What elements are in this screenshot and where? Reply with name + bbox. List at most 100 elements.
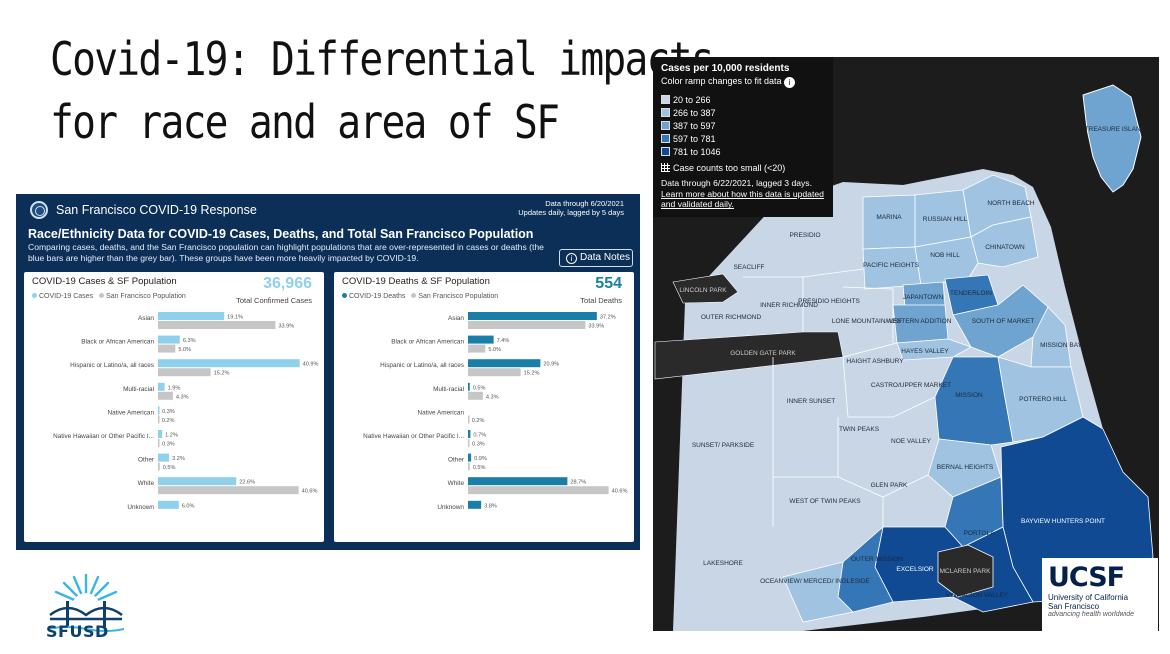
- cases-bar[interactable]: [158, 477, 237, 486]
- cases-bar[interactable]: [158, 359, 300, 368]
- label-lincoln-park: LINCOLN PARK: [679, 287, 727, 294]
- population-bar[interactable]: [158, 344, 176, 353]
- slide-title: Covid-19: Differential impacts for race …: [50, 28, 715, 154]
- cases-value-label: 19.1%: [227, 315, 243, 321]
- label-north-beach: NORTH BEACH: [987, 200, 1034, 207]
- deaths-bar[interactable]: [468, 453, 472, 462]
- population-bar[interactable]: [468, 415, 470, 424]
- population-bar[interactable]: [468, 391, 483, 400]
- cases-bar[interactable]: [158, 382, 165, 391]
- label-castro-upper-market: CASTRO/UPPER MARKET: [871, 382, 951, 389]
- population-bar[interactable]: [468, 462, 470, 471]
- label-japantown: JAPANTOWN: [903, 294, 944, 301]
- total-cases: 36,966: [263, 275, 312, 292]
- legend-range-4-label: 597 to 781: [673, 134, 716, 144]
- population-bar[interactable]: [468, 486, 609, 495]
- deaths-category-label: White: [448, 480, 465, 487]
- deaths-category-label: Black or African American: [391, 339, 464, 346]
- population-bar[interactable]: [468, 321, 586, 329]
- cases-bar[interactable]: [158, 430, 163, 438]
- ucsf-logo: UCSF University of California San Franci…: [1042, 558, 1158, 632]
- label-mclaren-park: MCLAREN PARK: [940, 568, 991, 575]
- label-lone-mountain-usf: LONE MOUNTAIN/ USF: [832, 318, 902, 325]
- population-bar[interactable]: [158, 486, 299, 495]
- deaths-bar[interactable]: [468, 477, 568, 486]
- mission-bay-area[interactable]: [1030, 306, 1072, 368]
- cases-bar[interactable]: [158, 453, 170, 462]
- population-bar[interactable]: [158, 439, 160, 447]
- cases-bar[interactable]: [158, 500, 179, 509]
- population-bar[interactable]: [158, 415, 160, 424]
- swatch-range-2-icon: [661, 108, 670, 117]
- cases-legend-dot-icon: [32, 293, 37, 298]
- label-nob-hill: NOB HILL: [930, 252, 960, 259]
- cases-panel-title: COVID-19 Cases & SF Population: [32, 276, 177, 287]
- mclaren-park-area[interactable]: [937, 544, 994, 598]
- deaths-category-label: Native Hawaiian or Other Pacific I...: [363, 433, 464, 440]
- map-legend: Cases per 10,000 residents Color ramp ch…: [653, 57, 833, 217]
- ucsf-logo-mark: UCSF: [1048, 562, 1125, 593]
- deaths-bar[interactable]: [468, 430, 471, 438]
- label-oceanview-merced-ingleside: OCEANVIEW/ MERCED/ INGLESIDE: [760, 578, 870, 585]
- data-notes-label: Data Notes: [580, 252, 631, 263]
- population-bar[interactable]: [158, 321, 276, 329]
- ucsf-name-line-1: University of California: [1048, 593, 1129, 602]
- label-outer-mission: OUTER MISSION: [851, 556, 903, 563]
- dashboard-description: Comparing cases, deaths, and the San Fra…: [28, 242, 544, 263]
- cases-bar[interactable]: [158, 406, 160, 415]
- info-icon: i: [566, 253, 577, 264]
- population-bar[interactable]: [468, 344, 486, 353]
- deaths-bar[interactable]: [468, 335, 494, 344]
- sf-case-rate-map[interactable]: TREASURE ISLAND NORTH BEACH MARINA RUSSI…: [653, 57, 1159, 631]
- hayes-valley-area[interactable]: [896, 338, 972, 361]
- deaths-bar[interactable]: [468, 500, 482, 509]
- legend-range-5: 781 to 1046: [661, 147, 825, 159]
- population-bar[interactable]: [468, 368, 521, 377]
- legend-subtitle-text: Color ramp changes to fit data: [661, 76, 782, 86]
- legend-range-3: 387 to 597: [661, 121, 825, 133]
- learn-more-link[interactable]: Learn more about how this data is update…: [661, 188, 824, 210]
- cases-bar-chart: Asian 19.1% 33.9% Black or African American…: [53, 312, 319, 511]
- population-bar[interactable]: [158, 462, 160, 471]
- legend-range-3-label: 387 to 597: [673, 121, 716, 131]
- marina-area[interactable]: [862, 194, 916, 250]
- legend-range-5-label: 781 to 1046: [673, 147, 721, 157]
- nob-hill-area[interactable]: [914, 236, 979, 286]
- lincoln-park-area[interactable]: [672, 273, 739, 304]
- deaths-bar[interactable]: [468, 312, 597, 320]
- oceanview-merced-ingleside-area[interactable]: [782, 561, 854, 623]
- total-deaths-label: Total Deaths: [580, 296, 622, 305]
- treasure-island-area[interactable]: [1082, 84, 1142, 193]
- neighborhood-choropleth[interactable]: TREASURE ISLAND NORTH BEACH MARINA RUSSI…: [653, 57, 1159, 631]
- label-south-of-market: SOUTH OF MARKET: [972, 318, 1035, 325]
- deaths-bar[interactable]: [468, 382, 470, 391]
- label-portola: PORTOLA: [964, 530, 995, 537]
- label-lakeshore: LAKESHORE: [703, 560, 743, 567]
- info-icon[interactable]: i: [784, 77, 796, 88]
- deaths-legend: COVID-19 Deaths San Francisco Population: [342, 293, 498, 300]
- legend-note-text: Data through 6/22/2021, lagged 3 days.: [661, 178, 812, 188]
- slide-title-line-2: for race and area of SF: [50, 95, 560, 150]
- cases-value-label: 1.2%: [165, 433, 178, 439]
- population-bar[interactable]: [158, 368, 211, 377]
- ucsf-tagline: advancing health worldwide: [1048, 611, 1134, 619]
- deaths-panel: COVID-19 Deaths & SF Population COVID-19…: [334, 272, 634, 542]
- cases-bar[interactable]: [158, 335, 180, 344]
- label-marina: MARINA: [876, 214, 902, 221]
- deaths-bar[interactable]: [468, 359, 541, 368]
- dashboard-heading: Race/Ethnicity Data for COVID-19 Cases, …: [28, 227, 534, 241]
- label-inner-sunset: INNER SUNSET: [787, 398, 835, 405]
- swatch-range-5-icon: [661, 147, 670, 156]
- cases-bar[interactable]: [158, 312, 225, 320]
- population-bar[interactable]: [158, 391, 173, 400]
- data-notes-button[interactable]: i Data Notes: [559, 249, 633, 267]
- population-bar[interactable]: [468, 439, 470, 447]
- cases-category-label: Multi-racial: [123, 386, 154, 393]
- swatch-range-3-icon: [661, 121, 670, 130]
- label-treasure-island: TREASURE ISLAND: [1085, 126, 1146, 133]
- golden-gate-park-area[interactable]: [654, 331, 844, 380]
- population-value-label: 5.0%: [178, 347, 191, 353]
- deaths-value-label: 0.5%: [473, 385, 486, 391]
- cases-category-label: Other: [138, 457, 155, 464]
- cases-value-label: 22.6%: [239, 480, 255, 486]
